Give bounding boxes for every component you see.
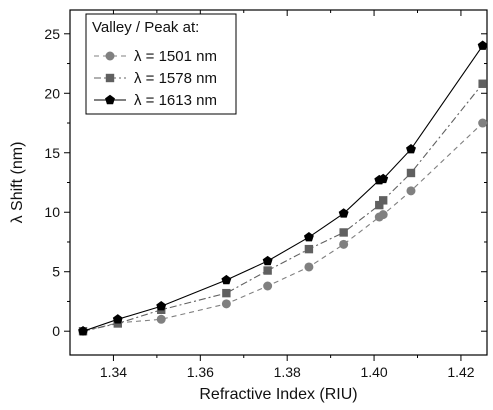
y-tick-label: 25: [44, 26, 60, 42]
legend-title: Valley / Peak at:: [92, 19, 199, 36]
data-point: [406, 186, 416, 196]
data-point: [378, 210, 388, 220]
series-1: [78, 118, 488, 336]
x-tick-label: 1.42: [447, 364, 474, 380]
y-tick-label: 15: [44, 145, 60, 161]
data-point: [156, 314, 166, 324]
data-point: [378, 173, 389, 184]
data-point: [262, 255, 273, 266]
data-point: [263, 266, 272, 275]
x-tick-label: 1.38: [274, 364, 301, 380]
legend-label: λ = 1578 nm: [134, 70, 217, 87]
series-2: [78, 79, 487, 336]
data-point: [112, 314, 123, 324]
series-layer: [78, 40, 488, 336]
data-point: [478, 79, 487, 88]
y-tick-label: 5: [52, 264, 60, 280]
data-point: [478, 118, 488, 128]
legend-marker: [105, 73, 115, 83]
data-point: [378, 196, 388, 205]
data-point: [477, 40, 488, 50]
data-point: [304, 262, 314, 272]
data-point: [303, 232, 314, 242]
data-point: [339, 228, 348, 237]
data-point: [338, 208, 349, 218]
series-line: [82, 122, 484, 332]
data-point: [221, 299, 231, 309]
x-tick-label: 1.34: [100, 364, 127, 380]
series-3: [78, 40, 488, 336]
data-point: [406, 143, 416, 154]
x-tick-label: 1.40: [360, 364, 387, 380]
data-point: [304, 244, 314, 254]
legend-label: λ = 1501 nm: [134, 48, 217, 65]
data-point: [406, 168, 416, 178]
y-axis-title: λ Shift (nm): [9, 142, 26, 224]
x-axis-title: Refractive Index (RIU): [199, 386, 357, 403]
x-tick-label: 1.36: [187, 364, 214, 380]
legend-label: λ = 1613 nm: [134, 92, 217, 109]
data-point: [78, 326, 88, 336]
data-point: [156, 301, 167, 311]
data-point: [339, 239, 349, 249]
legend-marker: [105, 94, 115, 105]
y-tick-label: 10: [44, 204, 60, 220]
series-line: [82, 83, 484, 332]
data-point: [375, 200, 384, 210]
axes: 1.34 1.36 1.38 1.40 1.42 0 5 10 15 20 25: [44, 9, 488, 380]
data-point: [222, 288, 231, 298]
legend: Valley / Peak at: λ = 1501 nm λ = 1578 nm λ…: [85, 13, 237, 115]
data-point: [263, 281, 273, 291]
legend-marker: [105, 51, 115, 61]
data-point: [221, 274, 232, 285]
y-tick-label: 20: [44, 85, 60, 101]
y-tick-label: 0: [52, 323, 60, 339]
